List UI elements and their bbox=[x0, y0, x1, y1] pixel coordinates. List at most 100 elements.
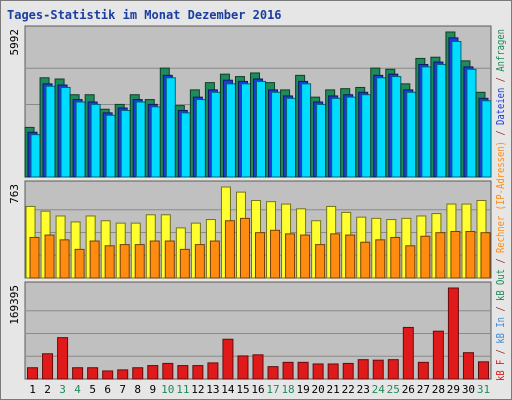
bar-bottom-kb-f-29 bbox=[447, 287, 459, 380]
bar-middle-rechner-ip-adressen--6 bbox=[104, 245, 115, 279]
bar-middle-rechner-ip-adressen--19 bbox=[300, 234, 311, 279]
bar-top-seiten-20 bbox=[316, 103, 327, 178]
bar-top-seiten-10 bbox=[165, 77, 176, 178]
bar-bottom-kb-f-27 bbox=[417, 361, 429, 380]
x-tick-label-18: 18 bbox=[281, 383, 294, 396]
bar-top-seiten-12 bbox=[195, 99, 206, 178]
x-tick-label-26: 26 bbox=[402, 383, 415, 396]
bar-middle-rechner-ip-adressen--1 bbox=[29, 236, 40, 279]
panel-bottom-ymax-label: 169395 bbox=[8, 285, 21, 325]
bar-bottom-kb-f-24 bbox=[372, 359, 384, 380]
bar-bottom-kb-f-15 bbox=[237, 355, 249, 380]
bar-top-seiten-8 bbox=[135, 101, 146, 178]
bar-middle-rechner-ip-adressen--24 bbox=[375, 239, 386, 279]
bar-top-seiten-27 bbox=[421, 66, 432, 178]
bar-middle-rechner-ip-adressen--13 bbox=[209, 240, 220, 279]
legend-item-sep1: / bbox=[494, 344, 507, 360]
bar-bottom-kb-f-23 bbox=[357, 359, 369, 380]
bar-middle-rechner-ip-adressen--30 bbox=[465, 230, 476, 279]
bar-bottom-kb-f-7 bbox=[117, 369, 129, 380]
legend-item-sep4: / bbox=[494, 125, 507, 141]
bar-middle-rechner-ip-adressen--29 bbox=[450, 230, 461, 279]
bar-bottom-kb-f-20 bbox=[312, 363, 324, 380]
bar-bottom-kb-f-22 bbox=[342, 362, 354, 380]
x-tick-label-27: 27 bbox=[417, 383, 430, 396]
bar-top-seiten-25 bbox=[391, 76, 402, 178]
legend-item-sep2: / bbox=[494, 301, 507, 317]
legend-item-kb-out: kB Out bbox=[494, 269, 507, 301]
x-tick-label-24: 24 bbox=[372, 383, 386, 396]
x-tick-label-20: 20 bbox=[312, 383, 325, 396]
bar-middle-rechner-ip-adressen--25 bbox=[390, 236, 401, 279]
x-tick-label-22: 22 bbox=[342, 383, 355, 396]
bar-top-seiten-23 bbox=[361, 94, 372, 178]
x-tick-label-12: 12 bbox=[191, 383, 204, 396]
legend-item-kb-in: kB In bbox=[494, 317, 507, 344]
bar-bottom-kb-f-18 bbox=[282, 361, 294, 380]
bar-bottom-kb-f-21 bbox=[327, 363, 339, 380]
bar-middle-rechner-ip-adressen--18 bbox=[285, 233, 296, 279]
bar-middle-rechner-ip-adressen--7 bbox=[119, 244, 130, 279]
bar-bottom-kb-f-11 bbox=[177, 365, 189, 380]
x-tick-label-5: 5 bbox=[89, 383, 96, 396]
x-tick-label-23: 23 bbox=[357, 383, 370, 396]
x-tick-label-4: 4 bbox=[74, 383, 81, 396]
bar-bottom-kb-f-1 bbox=[27, 367, 39, 380]
bar-top-seiten-3 bbox=[60, 86, 71, 178]
x-tick-label-13: 13 bbox=[206, 383, 219, 396]
bar-bottom-kb-f-8 bbox=[132, 367, 144, 380]
x-tick-label-11: 11 bbox=[176, 383, 189, 396]
bar-top-seiten-15 bbox=[240, 83, 251, 178]
bar-top-seiten-5 bbox=[90, 103, 101, 178]
bar-top-seiten-22 bbox=[346, 96, 357, 178]
bar-middle-rechner-ip-adressen--14 bbox=[224, 220, 235, 279]
x-tick-label-14: 14 bbox=[221, 383, 235, 396]
x-tick-label-10: 10 bbox=[161, 383, 174, 396]
bar-bottom-kb-f-14 bbox=[222, 338, 234, 380]
bar-middle-rechner-ip-adressen--12 bbox=[194, 244, 205, 279]
bar-middle-rechner-ip-adressen--4 bbox=[74, 248, 85, 279]
bar-middle-rechner-ip-adressen--17 bbox=[270, 229, 281, 279]
x-tick-label-25: 25 bbox=[387, 383, 400, 396]
legend-item-rechner: Rechner (IP-Adressen) bbox=[494, 141, 507, 253]
legend-item-kb-f: kB F bbox=[494, 360, 507, 381]
bar-bottom-kb-f-2 bbox=[42, 353, 54, 380]
bar-top-seiten-11 bbox=[180, 112, 191, 178]
bar-middle-rechner-ip-adressen--26 bbox=[405, 245, 416, 279]
x-tick-label-29: 29 bbox=[447, 383, 460, 396]
bar-bottom-kb-f-16 bbox=[252, 354, 264, 380]
legend-item-dateien: Dateien bbox=[494, 88, 507, 125]
bar-top-seiten-14 bbox=[225, 83, 236, 178]
x-tick-label-31: 31 bbox=[477, 383, 490, 396]
bar-bottom-kb-f-3 bbox=[57, 337, 69, 380]
legend-item-sep3: / bbox=[494, 253, 507, 269]
bar-bottom-kb-f-25 bbox=[387, 359, 399, 380]
bar-top-seiten-31 bbox=[481, 100, 492, 178]
x-tick-label-21: 21 bbox=[327, 383, 340, 396]
x-tick-label-9: 9 bbox=[149, 383, 156, 396]
bar-top-seiten-16 bbox=[256, 80, 266, 178]
bar-middle-rechner-ip-adressen--15 bbox=[239, 217, 250, 279]
x-tick-label-17: 17 bbox=[266, 383, 279, 396]
bar-middle-rechner-ip-adressen--31 bbox=[480, 232, 491, 279]
legend-item-anfragen: Anfragen bbox=[494, 29, 507, 72]
bar-bottom-kb-f-6 bbox=[102, 370, 114, 380]
bar-bottom-kb-f-9 bbox=[147, 365, 159, 380]
bar-top-seiten-26 bbox=[406, 91, 417, 178]
bar-top-seiten-30 bbox=[466, 68, 477, 178]
bar-top-seiten-7 bbox=[120, 109, 131, 178]
bar-middle-rechner-ip-adressen--2 bbox=[44, 234, 55, 279]
bar-bottom-kb-f-28 bbox=[432, 330, 444, 380]
bar-middle-rechner-ip-adressen--3 bbox=[59, 239, 70, 279]
x-tick-label-28: 28 bbox=[432, 383, 445, 396]
bar-middle-rechner-ip-adressen--11 bbox=[179, 248, 190, 279]
bar-bottom-kb-f-10 bbox=[162, 362, 174, 380]
bar-top-seiten-4 bbox=[75, 101, 86, 178]
bar-top-seiten-13 bbox=[210, 91, 221, 178]
chart-title: Tages-Statistik im Monat Dezember 2016 bbox=[7, 8, 282, 22]
panel-top-ymax-label: 5992 bbox=[8, 29, 21, 56]
bar-middle-rechner-ip-adressen--27 bbox=[420, 235, 431, 279]
x-tick-label-2: 2 bbox=[44, 383, 51, 396]
